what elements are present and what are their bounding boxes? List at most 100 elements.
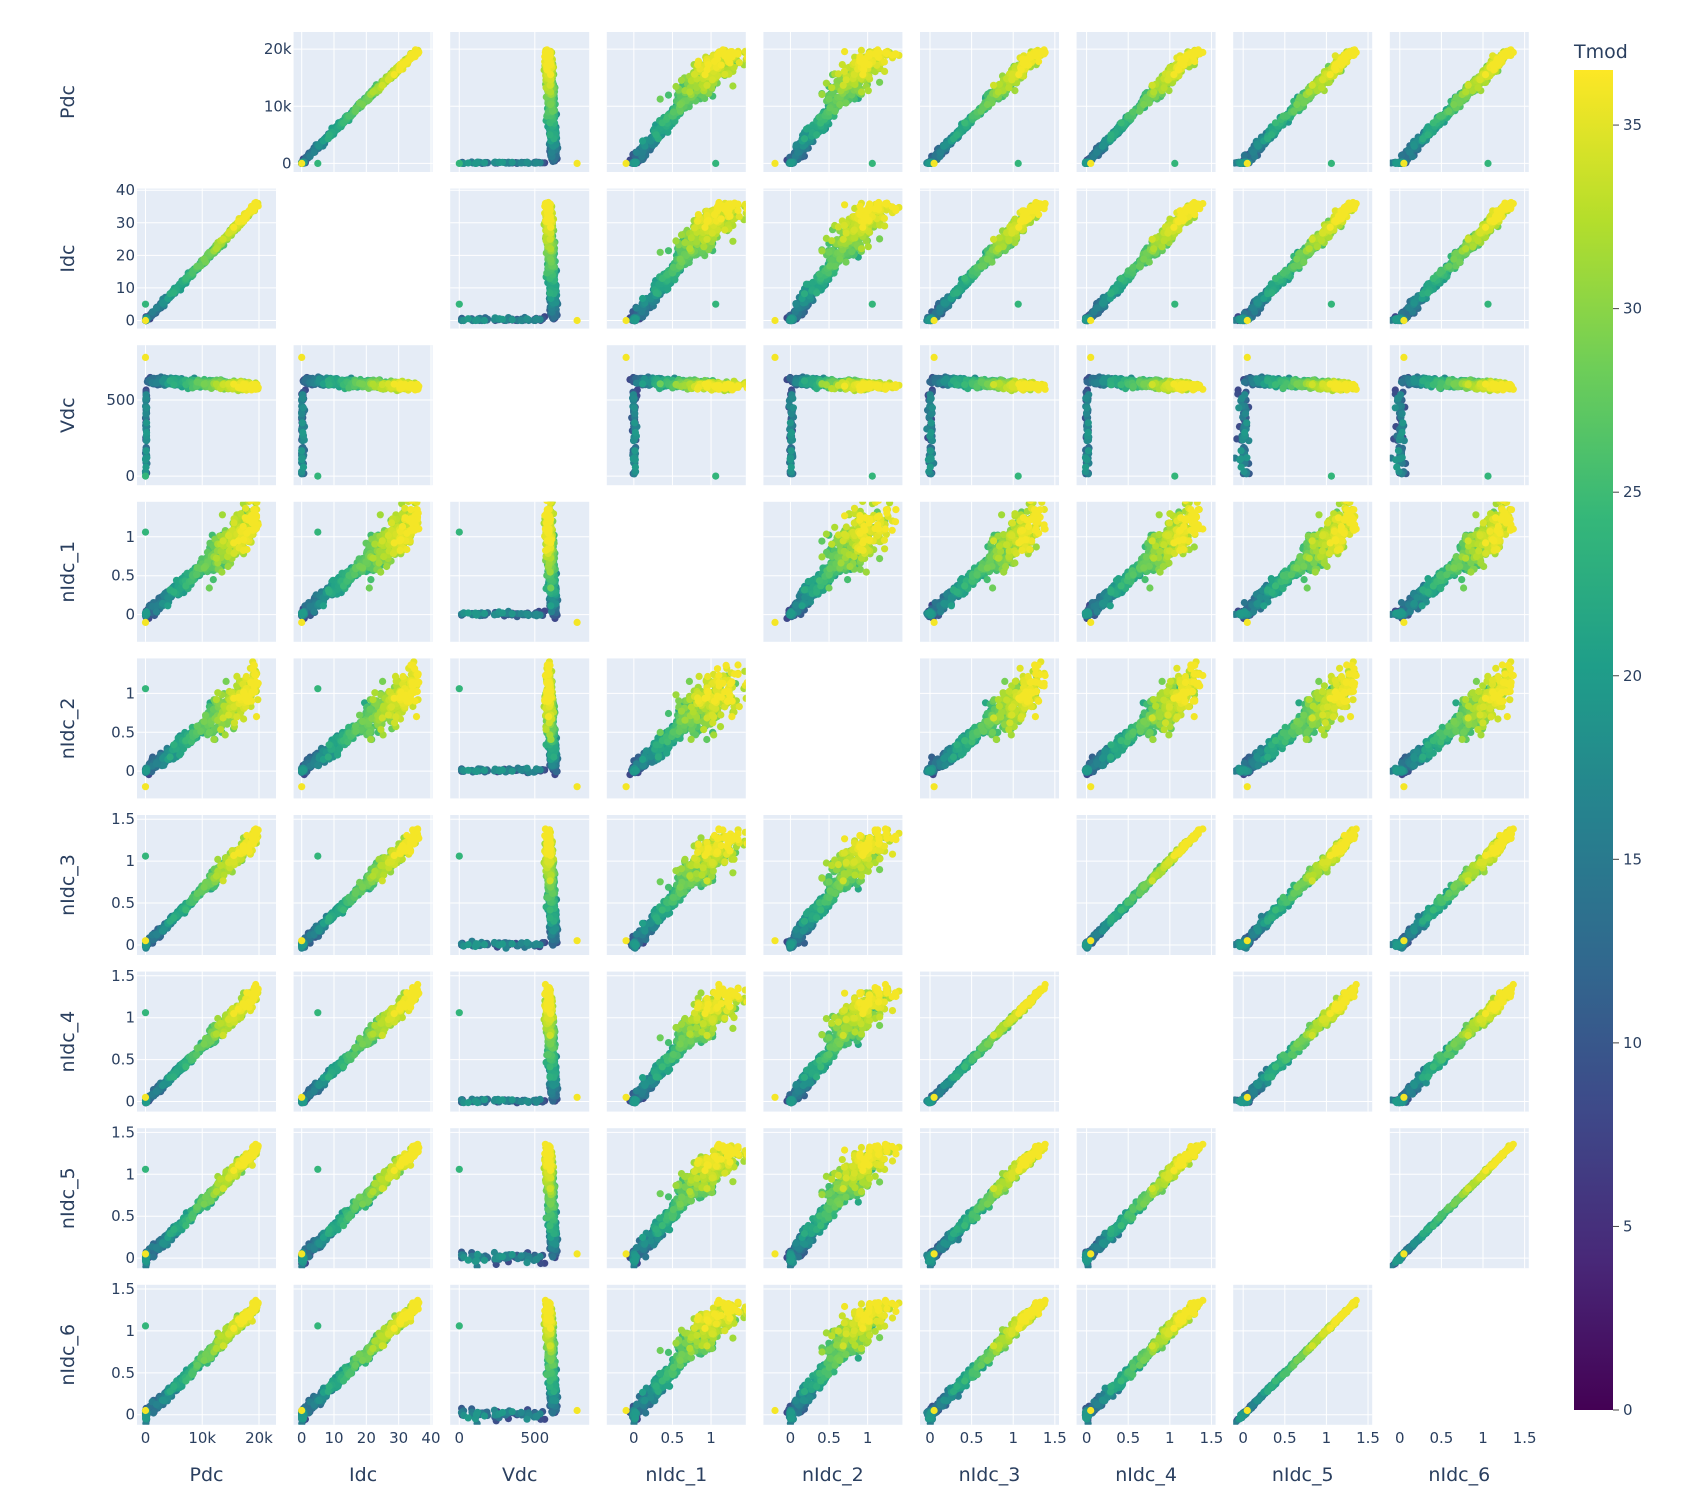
data-point — [1341, 52, 1348, 59]
data-point — [657, 96, 664, 103]
data-point — [865, 87, 872, 94]
data-point — [1424, 131, 1431, 138]
data-point — [953, 131, 960, 138]
panel-Pdc-vs-nIdc_5 — [1231, 32, 1372, 172]
data-point — [1436, 113, 1443, 120]
data-point — [718, 62, 725, 69]
data-point — [1445, 108, 1452, 115]
data-point — [839, 61, 846, 68]
data-point — [391, 71, 398, 78]
data-point — [672, 83, 679, 90]
panel-Pdc-vs-Idc — [294, 32, 433, 172]
data-point — [1244, 160, 1251, 167]
data-point — [359, 101, 366, 108]
data-point — [1118, 119, 1125, 126]
data-point — [869, 160, 876, 167]
data-point — [1255, 143, 1262, 150]
data-point — [801, 135, 808, 142]
data-point — [841, 68, 848, 75]
data-point — [995, 88, 1002, 95]
data-point — [1332, 66, 1339, 73]
data-point — [714, 52, 721, 59]
panel-Pdc-vs-Vdc — [450, 32, 589, 172]
data-point — [665, 92, 672, 99]
data-point — [1009, 71, 1016, 78]
data-point — [828, 84, 835, 91]
data-point — [726, 59, 733, 66]
data-point — [1150, 88, 1157, 95]
data-point — [712, 160, 719, 167]
data-point — [402, 59, 409, 66]
data-point — [881, 68, 888, 75]
data-point — [691, 71, 698, 78]
data-point — [314, 160, 321, 167]
data-point — [889, 52, 896, 59]
data-point — [990, 82, 997, 89]
data-point — [1318, 84, 1325, 91]
data-point — [931, 160, 938, 167]
data-point — [326, 131, 333, 138]
data-point — [1327, 71, 1334, 78]
data-point — [369, 88, 376, 95]
data-point — [1171, 160, 1178, 167]
data-point — [1411, 143, 1418, 150]
data-point — [813, 131, 820, 138]
data-point — [860, 66, 867, 73]
data-point — [1300, 99, 1307, 106]
data-point — [940, 143, 947, 150]
data-point — [858, 88, 865, 95]
data-point — [686, 88, 693, 95]
data-point — [1107, 131, 1114, 138]
data-point — [874, 48, 881, 55]
data-point — [623, 160, 630, 167]
data-point — [677, 101, 684, 108]
data-point — [1484, 160, 1491, 167]
data-point — [639, 137, 646, 144]
data-point — [750, 52, 757, 59]
data-point — [1238, 159, 1245, 166]
data-point — [546, 131, 553, 138]
data-point — [876, 79, 883, 86]
data-point — [842, 99, 849, 106]
data-point — [523, 159, 530, 166]
panel-background — [450, 32, 589, 172]
data-point — [1187, 52, 1194, 59]
data-point — [744, 54, 751, 61]
data-point — [1398, 152, 1405, 159]
data-point — [1328, 160, 1335, 167]
data-point — [546, 59, 553, 66]
data-point — [481, 159, 488, 166]
data-point — [825, 96, 832, 103]
data-point — [1161, 84, 1168, 91]
data-point — [788, 159, 795, 166]
data-point — [1087, 160, 1094, 167]
data-point — [1280, 113, 1287, 120]
data-point — [1393, 159, 1400, 166]
data-point — [633, 149, 640, 156]
panel-Pdc-vs-nIdc_3 — [920, 32, 1059, 172]
data-point — [545, 52, 552, 59]
data-point — [1177, 59, 1184, 66]
data-point — [1032, 52, 1039, 59]
data-point — [703, 82, 710, 89]
data-point — [473, 160, 480, 167]
data-point — [1020, 59, 1027, 66]
data-point — [1005, 84, 1012, 91]
data-point — [984, 101, 991, 108]
data-point — [742, 48, 749, 55]
data-point — [793, 141, 800, 148]
data-point — [1309, 82, 1316, 89]
data-point — [1130, 108, 1137, 115]
data-point — [499, 159, 506, 166]
data-point — [298, 160, 305, 167]
data-point — [703, 66, 710, 73]
data-point — [670, 108, 677, 115]
data-point — [818, 91, 825, 98]
data-point — [533, 159, 540, 166]
data-point — [396, 66, 403, 73]
data-point — [864, 52, 871, 59]
data-point — [858, 47, 865, 54]
data-point — [678, 77, 685, 84]
data-point — [709, 76, 716, 83]
